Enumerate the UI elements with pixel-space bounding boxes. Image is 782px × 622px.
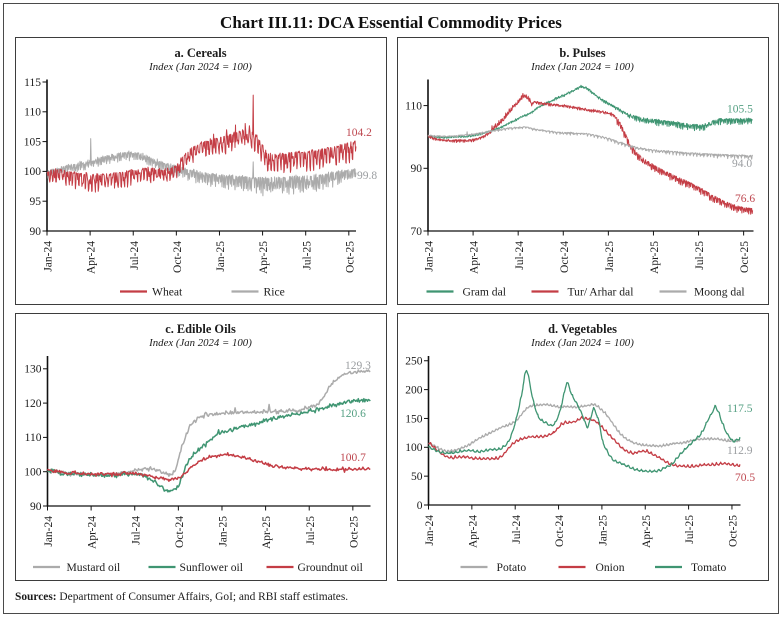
svg-text:50: 50 xyxy=(411,471,423,483)
svg-text:Jul-25: Jul-25 xyxy=(684,515,696,544)
svg-text:Oct-24: Oct-24 xyxy=(559,241,571,273)
svg-text:Oct-25: Oct-25 xyxy=(728,515,740,547)
svg-text:Jan-24: Jan-24 xyxy=(424,515,436,546)
svg-text:100: 100 xyxy=(24,467,42,479)
svg-text:112.9: 112.9 xyxy=(727,445,753,457)
svg-text:Onion: Onion xyxy=(596,561,625,574)
svg-text:105: 105 xyxy=(24,136,42,148)
svg-text:94.0: 94.0 xyxy=(732,158,752,170)
svg-text:Tomato: Tomato xyxy=(691,561,726,574)
svg-text:Oct-25: Oct-25 xyxy=(348,516,360,548)
svg-text:Oct-25: Oct-25 xyxy=(739,241,751,273)
svg-text:Jan-25: Jan-25 xyxy=(598,515,610,546)
svg-text:Jul-24: Jul-24 xyxy=(130,516,142,545)
svg-text:Oct-24: Oct-24 xyxy=(172,241,184,273)
svg-text:Jul-24: Jul-24 xyxy=(514,241,526,270)
svg-text:Rice: Rice xyxy=(264,286,285,299)
svg-text:Apr-25: Apr-25 xyxy=(641,515,653,548)
svg-text:120: 120 xyxy=(24,398,42,410)
svg-text:130: 130 xyxy=(24,364,42,376)
svg-text:110: 110 xyxy=(25,432,42,444)
svg-text:100: 100 xyxy=(24,166,42,178)
svg-text:b. Pulses: b. Pulses xyxy=(559,46,605,60)
svg-text:Sources: Department of Consume: Sources: Department of Consumer Affairs,… xyxy=(15,591,348,603)
svg-text:Index (Jan 2024 = 100): Index (Jan 2024 = 100) xyxy=(148,61,252,73)
svg-text:76.6: 76.6 xyxy=(735,193,755,205)
svg-text:95: 95 xyxy=(30,196,42,208)
svg-text:0: 0 xyxy=(417,500,423,512)
svg-text:90: 90 xyxy=(411,163,423,175)
svg-text:c. Edible Oils: c. Edible Oils xyxy=(165,322,236,336)
svg-text:d. Vegetables: d. Vegetables xyxy=(548,322,617,336)
svg-text:Sunflower oil: Sunflower oil xyxy=(180,561,243,574)
svg-text:129.3: 129.3 xyxy=(345,360,371,372)
svg-text:100: 100 xyxy=(405,442,423,454)
svg-text:117.5: 117.5 xyxy=(727,403,753,415)
svg-text:105.5: 105.5 xyxy=(727,104,753,116)
svg-text:90: 90 xyxy=(30,226,42,238)
svg-text:Apr-25: Apr-25 xyxy=(649,241,661,274)
svg-text:Mustard oil: Mustard oil xyxy=(67,561,121,574)
svg-text:Moong dal: Moong dal xyxy=(694,286,745,299)
svg-text:Jan-25: Jan-25 xyxy=(218,516,230,547)
svg-text:Jan-24: Jan-24 xyxy=(43,241,55,272)
svg-text:Jan-25: Jan-25 xyxy=(215,241,227,272)
svg-text:70.5: 70.5 xyxy=(735,472,755,484)
svg-text:Gram dal: Gram dal xyxy=(463,286,506,299)
svg-text:150: 150 xyxy=(405,413,423,425)
svg-text:Apr-24: Apr-24 xyxy=(469,241,481,274)
svg-text:Oct-24: Oct-24 xyxy=(554,515,566,547)
svg-text:110: 110 xyxy=(405,100,422,112)
svg-text:Apr-25: Apr-25 xyxy=(258,241,270,274)
svg-text:100.7: 100.7 xyxy=(340,452,366,464)
svg-text:Chart III.11: DCA Essential Co: Chart III.11: DCA Essential Commodity Pr… xyxy=(220,13,562,32)
svg-text:Jul-25: Jul-25 xyxy=(305,516,317,545)
svg-text:Index (Jan 2024 = 100): Index (Jan 2024 = 100) xyxy=(530,61,634,73)
svg-text:Index (Jan 2024 = 100): Index (Jan 2024 = 100) xyxy=(148,337,252,349)
svg-text:Oct-24: Oct-24 xyxy=(174,516,186,548)
svg-text:a. Cereals: a. Cereals xyxy=(174,46,226,60)
svg-text:90: 90 xyxy=(30,501,42,513)
svg-text:200: 200 xyxy=(405,384,423,396)
svg-text:115: 115 xyxy=(24,77,41,89)
svg-text:Apr-24: Apr-24 xyxy=(86,241,98,274)
svg-text:Wheat: Wheat xyxy=(152,286,183,299)
svg-text:Tur/ Arhar dal: Tur/ Arhar dal xyxy=(568,286,634,299)
svg-text:99.8: 99.8 xyxy=(357,170,377,182)
svg-text:Jul-25: Jul-25 xyxy=(694,241,706,270)
svg-text:120.6: 120.6 xyxy=(340,408,366,420)
svg-text:Index (Jan 2024 = 100): Index (Jan 2024 = 100) xyxy=(530,337,634,349)
svg-text:Jul-24: Jul-24 xyxy=(129,241,141,270)
svg-text:Jul-25: Jul-25 xyxy=(301,241,313,270)
svg-text:Apr-24: Apr-24 xyxy=(467,515,479,548)
svg-text:Groundnut oil: Groundnut oil xyxy=(298,561,363,574)
svg-text:104.2: 104.2 xyxy=(346,127,372,139)
svg-text:Jan-24: Jan-24 xyxy=(43,516,55,547)
svg-text:Jan-25: Jan-25 xyxy=(604,241,616,272)
svg-text:Potato: Potato xyxy=(497,561,527,574)
svg-text:Oct-25: Oct-25 xyxy=(344,241,356,273)
svg-text:70: 70 xyxy=(411,226,423,238)
svg-text:250: 250 xyxy=(405,356,423,368)
svg-text:Jul-24: Jul-24 xyxy=(511,515,523,544)
svg-text:110: 110 xyxy=(24,107,41,119)
svg-text:Apr-24: Apr-24 xyxy=(87,516,99,549)
svg-text:Apr-25: Apr-25 xyxy=(261,516,273,549)
svg-text:Jan-24: Jan-24 xyxy=(424,241,436,272)
